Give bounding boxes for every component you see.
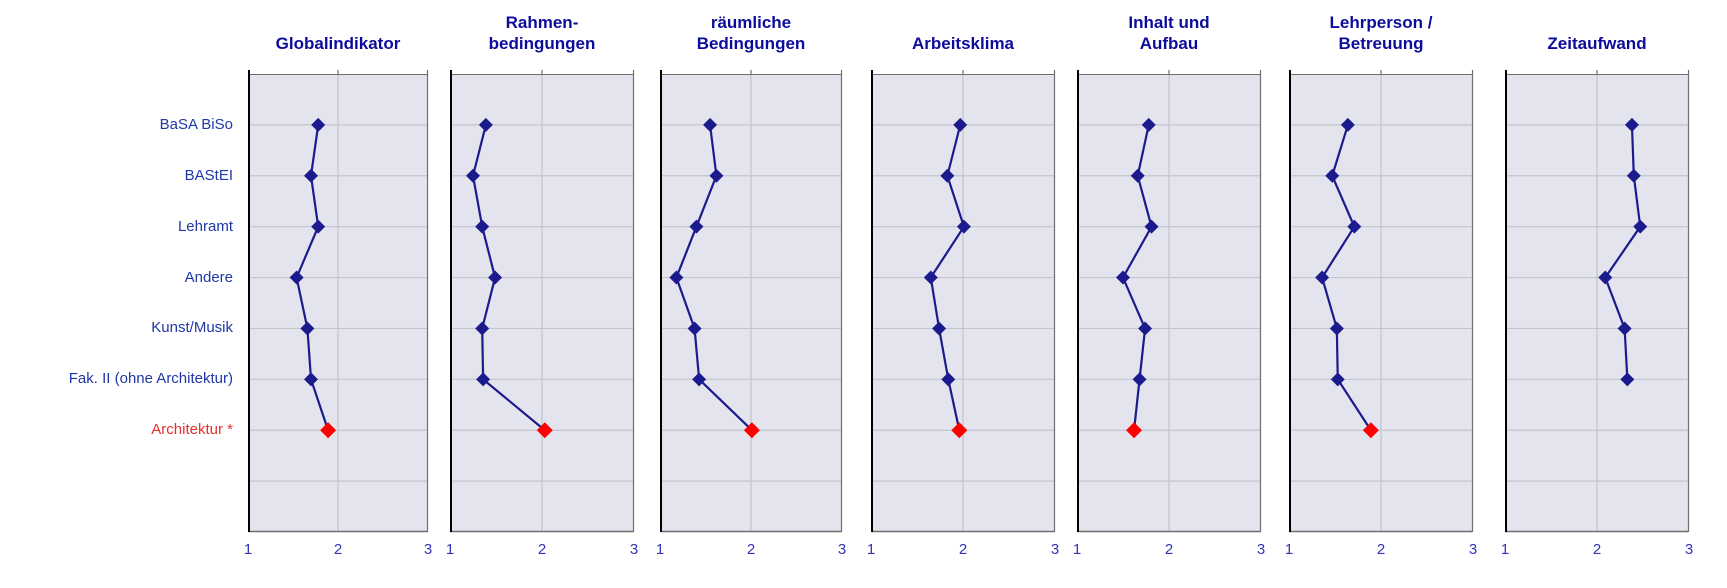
category-label: BAStEI bbox=[184, 166, 233, 184]
x-tick-label: 3 bbox=[837, 541, 847, 558]
data-line bbox=[1604, 124, 1642, 380]
x-tick-label: 1 bbox=[866, 541, 876, 558]
data-point bbox=[1141, 117, 1156, 132]
data-point bbox=[956, 219, 971, 234]
panel-title: Rahmen- bedingungen bbox=[488, 13, 596, 53]
plot-area bbox=[871, 70, 1056, 533]
data-point bbox=[1144, 219, 1159, 234]
x-tick-label: 3 bbox=[423, 541, 433, 558]
data-point bbox=[1329, 321, 1344, 336]
data-point-highlight bbox=[951, 422, 968, 439]
data-point bbox=[689, 219, 704, 234]
x-tick-label: 2 bbox=[537, 541, 547, 558]
plot-area bbox=[660, 70, 843, 533]
data-point bbox=[475, 219, 490, 234]
category-label: BaSA BiSo bbox=[159, 115, 233, 133]
x-tick-label: 2 bbox=[1164, 541, 1174, 558]
data-point bbox=[311, 219, 326, 234]
x-tick-label: 1 bbox=[1072, 541, 1082, 558]
data-point bbox=[1624, 117, 1639, 132]
data-point bbox=[466, 168, 480, 183]
data-point bbox=[1633, 219, 1648, 234]
x-tick-label: 2 bbox=[1592, 541, 1602, 558]
data-point bbox=[476, 372, 491, 387]
data-point bbox=[940, 168, 955, 183]
data-point bbox=[1138, 321, 1153, 336]
data-point bbox=[709, 168, 724, 183]
data-point bbox=[669, 270, 684, 285]
data-point bbox=[923, 270, 938, 285]
x-tick-label: 3 bbox=[1050, 541, 1060, 558]
panel-title: Lehrperson / Betreuung bbox=[1329, 13, 1433, 53]
data-point bbox=[1620, 372, 1635, 387]
data-point bbox=[488, 270, 503, 285]
x-tick-label: 1 bbox=[1284, 541, 1294, 558]
data-point bbox=[1132, 372, 1147, 387]
plot-area bbox=[1505, 70, 1690, 533]
data-point bbox=[289, 270, 304, 285]
data-point bbox=[304, 168, 318, 183]
x-tick-label: 2 bbox=[746, 541, 756, 558]
data-point bbox=[932, 321, 947, 336]
data-point bbox=[1325, 168, 1340, 183]
data-point bbox=[1330, 372, 1345, 387]
category-label: Kunst/Musik bbox=[151, 319, 233, 337]
x-tick-label: 3 bbox=[1468, 541, 1478, 558]
x-tick-label: 1 bbox=[655, 541, 665, 558]
category-label: Lehramt bbox=[177, 217, 233, 235]
data-point bbox=[300, 321, 315, 336]
x-tick-label: 1 bbox=[243, 541, 253, 558]
data-point bbox=[1340, 117, 1355, 132]
plot-area bbox=[1289, 70, 1474, 533]
category-label: Architektur * bbox=[151, 421, 233, 439]
data-point-highlight bbox=[320, 422, 337, 439]
plot-area bbox=[1077, 70, 1262, 533]
panel-title: Zeitaufwand bbox=[1547, 34, 1647, 53]
x-tick-label: 2 bbox=[1376, 541, 1386, 558]
data-point-highlight bbox=[743, 422, 760, 439]
data-point bbox=[953, 117, 968, 132]
data-point bbox=[1116, 270, 1130, 285]
data-point bbox=[1130, 168, 1145, 183]
data-point bbox=[687, 321, 702, 336]
category-label: Andere bbox=[184, 268, 233, 286]
data-point bbox=[304, 372, 318, 387]
panel-title: Globalindikator bbox=[275, 34, 401, 53]
x-tick-label: 3 bbox=[1256, 541, 1266, 558]
panel-title: Arbeitsklima bbox=[911, 34, 1015, 53]
data-point bbox=[1598, 270, 1613, 285]
x-tick-label: 3 bbox=[1684, 541, 1694, 558]
x-tick-label: 1 bbox=[445, 541, 455, 558]
data-point bbox=[703, 117, 718, 132]
x-tick-label: 2 bbox=[333, 541, 343, 558]
data-point bbox=[941, 372, 956, 387]
data-point-highlight bbox=[536, 422, 553, 439]
data-point bbox=[1626, 168, 1641, 183]
data-point bbox=[692, 372, 707, 387]
data-point-highlight bbox=[1126, 422, 1143, 439]
plot-area bbox=[450, 70, 635, 533]
data-point bbox=[1315, 270, 1330, 285]
data-point bbox=[478, 117, 493, 132]
plot-area bbox=[248, 70, 429, 533]
panel-title: räumliche Bedingungen bbox=[696, 13, 806, 53]
x-tick-label: 2 bbox=[958, 541, 968, 558]
data-point bbox=[311, 117, 326, 132]
category-label: Fak. II (ohne Architektur) bbox=[68, 370, 233, 388]
data-point bbox=[1347, 219, 1362, 234]
data-point bbox=[475, 321, 490, 336]
data-point-highlight bbox=[1362, 422, 1379, 439]
data-point bbox=[1617, 321, 1632, 336]
x-tick-label: 1 bbox=[1500, 541, 1510, 558]
panel-title: Inhalt und Aufbau bbox=[1128, 13, 1210, 53]
x-tick-label: 3 bbox=[629, 541, 639, 558]
